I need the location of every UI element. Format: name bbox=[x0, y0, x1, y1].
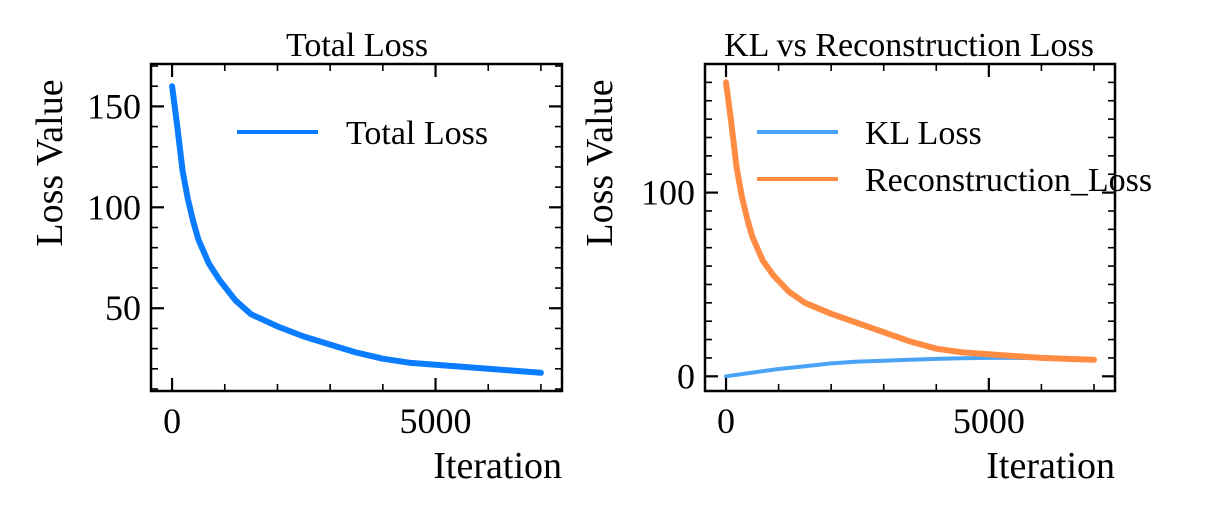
chart-total-loss: Total Loss Iteration Loss Value 0 5000 50 1… bbox=[29, 27, 564, 487]
plot-marks bbox=[169, 83, 544, 376]
ticks: 0 5000 50 100 150 bbox=[87, 64, 562, 441]
x-axis-label: Iteration bbox=[986, 445, 1115, 487]
x-tick-label: 0 bbox=[717, 401, 735, 441]
plot-frame bbox=[149, 62, 564, 393]
plot-marks bbox=[723, 79, 1097, 379]
y-axis-label: Loss Value bbox=[579, 79, 621, 246]
y-tick-label: 100 bbox=[87, 187, 141, 227]
y-tick-label: 100 bbox=[641, 173, 695, 213]
y-tick-label: 50 bbox=[105, 288, 141, 328]
plot-frame bbox=[703, 62, 1117, 393]
x-tick-label: 0 bbox=[163, 401, 181, 441]
chart-title: KL vs Reconstruction Loss bbox=[724, 27, 1094, 64]
ticks: 0 5000 0 100 bbox=[641, 63, 1115, 441]
legend-label: Reconstruction_Loss bbox=[865, 162, 1152, 199]
legend-label: KL Loss bbox=[865, 115, 982, 152]
series-line bbox=[723, 79, 1097, 363]
y-axis-label: Loss Value bbox=[29, 79, 71, 246]
chart-title: Total Loss bbox=[286, 27, 428, 64]
y-tick-label: 0 bbox=[677, 356, 695, 396]
legend-label: Total Loss bbox=[346, 115, 488, 152]
x-tick-label: 5000 bbox=[400, 401, 472, 441]
legend: KL Loss Reconstruction_Loss bbox=[757, 115, 1152, 199]
x-tick-label: 5000 bbox=[953, 401, 1025, 441]
legend: Total Loss bbox=[237, 115, 488, 152]
y-tick-label: 150 bbox=[87, 86, 141, 126]
series-line bbox=[169, 83, 544, 376]
chart-kl-vs-reconstruction-loss: KL vs Reconstruction Loss Iteration Loss… bbox=[579, 27, 1152, 487]
x-axis-label: Iteration bbox=[433, 445, 562, 487]
